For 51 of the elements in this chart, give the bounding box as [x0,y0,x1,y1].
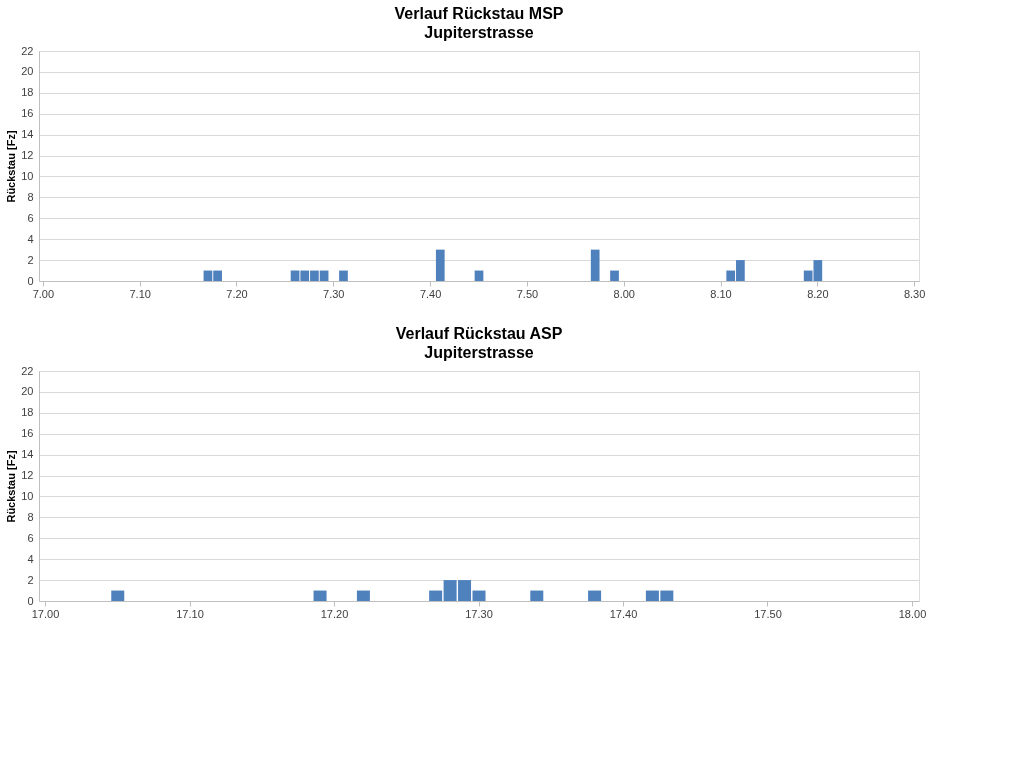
x-tick-label: 8.00 [613,287,635,300]
chart-subtitle: Jupiterstrasse [424,24,534,41]
bar [339,270,348,281]
y-tick-label: 14 [21,128,34,141]
chart-subtitle: Jupiterstrasse [424,344,534,361]
y-tick-label: 0 [27,594,34,607]
y-tick-label: 18 [21,406,34,419]
bar [435,249,445,281]
bar [590,249,600,281]
x-tick-label: 18.00 [898,607,927,620]
x-tick-label: 8.30 [903,287,926,300]
y-axis-title: Rückstau [Fz] [5,450,18,523]
x-tick-label: 7.40 [419,287,442,300]
y-tick-label: 10 [21,489,34,502]
y-tick-label: 22 [21,364,34,377]
y-axis-title: Rückstau [Fz] [5,130,18,203]
y-tick-label: 12 [21,469,34,482]
x-tick-label: 17.20 [320,607,349,620]
y-tick-label: 16 [21,107,34,120]
x-tick-label: 7.50 [516,287,539,300]
chart-title: Verlauf Rückstau MSP [394,5,564,22]
y-tick-label: 20 [21,65,34,78]
y-tick-label: 0 [27,274,34,287]
y-tick-label: 6 [27,531,34,544]
y-tick-label: 2 [27,573,34,586]
chart-title: Verlauf Rückstau ASP [395,325,563,342]
x-tick-label: 8.10 [710,287,732,300]
x-tick-label: 17.30 [465,607,493,620]
y-tick-label: 2 [27,253,34,266]
x-tick-label: 17.40 [609,607,638,620]
x-tick-label: 7.00 [32,287,55,300]
y-tick-label: 20 [21,385,34,398]
x-tick-label: 17.50 [754,607,782,620]
y-tick-label: 12 [21,149,34,162]
y-tick-label: 6 [27,211,34,224]
y-tick-label: 22 [21,44,34,57]
y-tick-label: 14 [21,448,34,461]
y-tick-label: 18 [21,86,34,99]
x-tick-label: 7.10 [129,287,151,300]
x-tick-label: 8.20 [807,287,829,300]
y-tick-label: 8 [27,510,34,523]
bar [610,270,619,281]
x-tick-label: 17.00 [31,607,60,620]
y-tick-label: 4 [27,552,34,565]
y-tick-label: 10 [21,169,34,182]
y-tick-label: 8 [27,190,34,203]
y-tick-label: 4 [27,232,34,245]
x-tick-label: 7.30 [323,287,345,300]
x-tick-label: 7.20 [226,287,248,300]
y-tick-label: 16 [21,427,34,440]
x-tick-label: 17.10 [176,607,204,620]
